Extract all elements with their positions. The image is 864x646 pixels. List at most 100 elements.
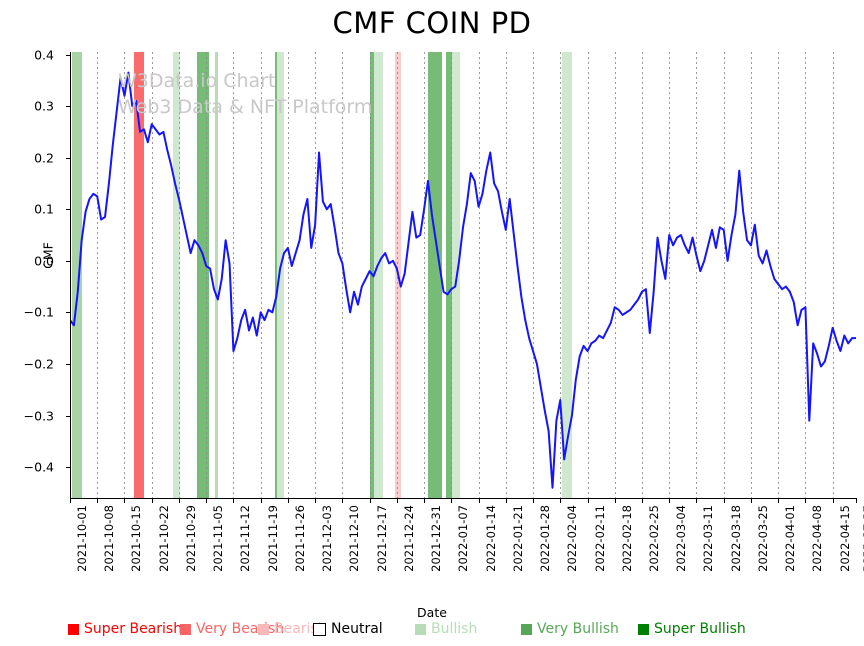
x-tick-label: 2021-12-03 <box>320 505 335 572</box>
x-tick-mark <box>533 498 535 503</box>
y-axis-ticks: 0.4 0.3 0.2 0.1 0.0 −0.1 −0.2 −0.3 −0.4 <box>0 47 62 498</box>
legend-label: Very Bullish <box>537 621 619 637</box>
y-tick-label: −0.4 <box>23 459 54 475</box>
regime-band-bullish <box>215 52 218 498</box>
gridline <box>424 52 426 498</box>
gridline <box>451 52 453 498</box>
x-tick-mark <box>723 498 725 503</box>
gridline <box>478 52 480 498</box>
legend-swatch-icon <box>180 623 191 635</box>
x-tick-label: 2022-02-04 <box>565 505 580 572</box>
gridline <box>696 52 698 498</box>
legend-item-super-bearish[interactable]: Super Bearish <box>68 618 182 640</box>
gridline <box>315 52 317 498</box>
x-tick-mark <box>805 498 807 503</box>
gridline <box>369 52 371 498</box>
legend-item-super-bullish[interactable]: Super Bullish <box>638 618 746 640</box>
x-tick-label: 2022-01-28 <box>538 505 553 572</box>
gridline <box>669 52 671 498</box>
x-tick-label: 2021-10-29 <box>183 505 198 572</box>
x-axis-ticks: 2021-10-01 2021-10-08 2021-10-15 2021-10-22… <box>0 498 864 608</box>
y-tick-label: −0.2 <box>23 356 54 372</box>
x-tick-mark <box>342 498 344 503</box>
gridlines-layer <box>70 52 856 498</box>
x-tick-mark <box>641 498 643 503</box>
legend-label: Super Bullish <box>654 621 746 637</box>
gridline <box>206 52 208 498</box>
x-tick-label: 2022-04-01 <box>783 505 798 572</box>
x-tick-label: 2021-12-10 <box>347 505 362 572</box>
legend-label: Bullish <box>431 621 478 637</box>
legend-item-very-bullish[interactable]: Very Bullish <box>521 618 619 640</box>
y-tick-mark <box>66 157 70 159</box>
y-axis-spine <box>70 52 71 498</box>
gridline <box>124 52 126 498</box>
x-tick-mark <box>233 498 235 503</box>
legend-item-bullish[interactable]: Bullish <box>415 618 477 640</box>
gridline <box>97 52 99 498</box>
x-tick-label: 2021-10-15 <box>129 505 144 572</box>
gridline <box>505 52 507 498</box>
x-tick-label: 2022-03-25 <box>755 505 770 572</box>
x-tick-mark <box>587 498 589 503</box>
plot-area[interactable] <box>70 52 856 498</box>
legend: Super Bearish Very Bearish Bearish Neutral B… <box>0 618 864 640</box>
gridline <box>260 52 262 498</box>
x-tick-label: 2021-12-24 <box>401 505 416 572</box>
y-tick-label: −0.1 <box>23 304 54 320</box>
y-tick-label: 0.1 <box>34 201 54 217</box>
regime-band-very-bullish <box>275 52 278 498</box>
gridline <box>587 52 589 498</box>
legend-label: Neutral <box>331 621 383 637</box>
x-tick-mark <box>856 498 857 503</box>
x-tick-label: 2021-11-12 <box>238 505 253 572</box>
gridline <box>560 52 562 498</box>
x-tick-label: 2022-03-11 <box>701 505 716 572</box>
cmf-series-svg <box>70 52 856 498</box>
gridline <box>151 52 153 498</box>
regime-band-very-bullish <box>427 52 443 498</box>
x-tick-label: 2022-01-14 <box>483 505 498 572</box>
legend-swatch-icon <box>313 622 326 636</box>
x-tick-mark <box>478 498 480 503</box>
regime-band-bullish <box>373 52 384 498</box>
x-tick-mark <box>778 498 780 503</box>
y-tick-label: 0.4 <box>34 47 54 63</box>
legend-swatch-icon <box>638 623 649 635</box>
y-tick-mark <box>66 54 70 56</box>
gridline <box>342 52 344 498</box>
x-tick-mark <box>315 498 317 503</box>
x-tick-label: 2021-12-17 <box>374 505 389 572</box>
x-tick-mark <box>151 498 153 503</box>
y-tick-mark <box>66 106 70 108</box>
gridline <box>533 52 535 498</box>
x-tick-label: 2022-01-07 <box>456 505 471 572</box>
x-tick-mark <box>369 498 371 503</box>
x-tick-mark <box>505 498 507 503</box>
y-tick-label: 0.2 <box>34 150 54 166</box>
y-tick-mark <box>66 363 70 365</box>
y-tick-mark <box>66 312 70 314</box>
x-tick-mark <box>396 498 398 503</box>
page-title: CMF COIN PD <box>332 6 532 40</box>
gridline <box>614 52 616 498</box>
regime-band-bullish <box>172 52 180 498</box>
regime-band-bullish <box>71 52 83 498</box>
legend-item-neutral[interactable]: Neutral <box>313 618 383 640</box>
x-tick-label: 2022-03-18 <box>728 505 743 572</box>
x-tick-mark <box>178 498 180 503</box>
cmf-line <box>70 73 856 488</box>
x-tick-label: 2022-04-15 <box>837 505 852 572</box>
gridline <box>778 52 780 498</box>
x-tick-mark <box>614 498 616 503</box>
legend-swatch-icon <box>68 623 79 635</box>
x-tick-mark <box>70 498 71 503</box>
y-tick-label: −0.3 <box>23 408 54 423</box>
legend-swatch-icon <box>258 623 269 635</box>
x-tick-label: 2021-11-26 <box>292 505 307 572</box>
x-tick-mark <box>287 498 289 503</box>
x-tick-mark <box>832 498 834 503</box>
gridline <box>723 52 725 498</box>
gridline <box>287 52 289 498</box>
